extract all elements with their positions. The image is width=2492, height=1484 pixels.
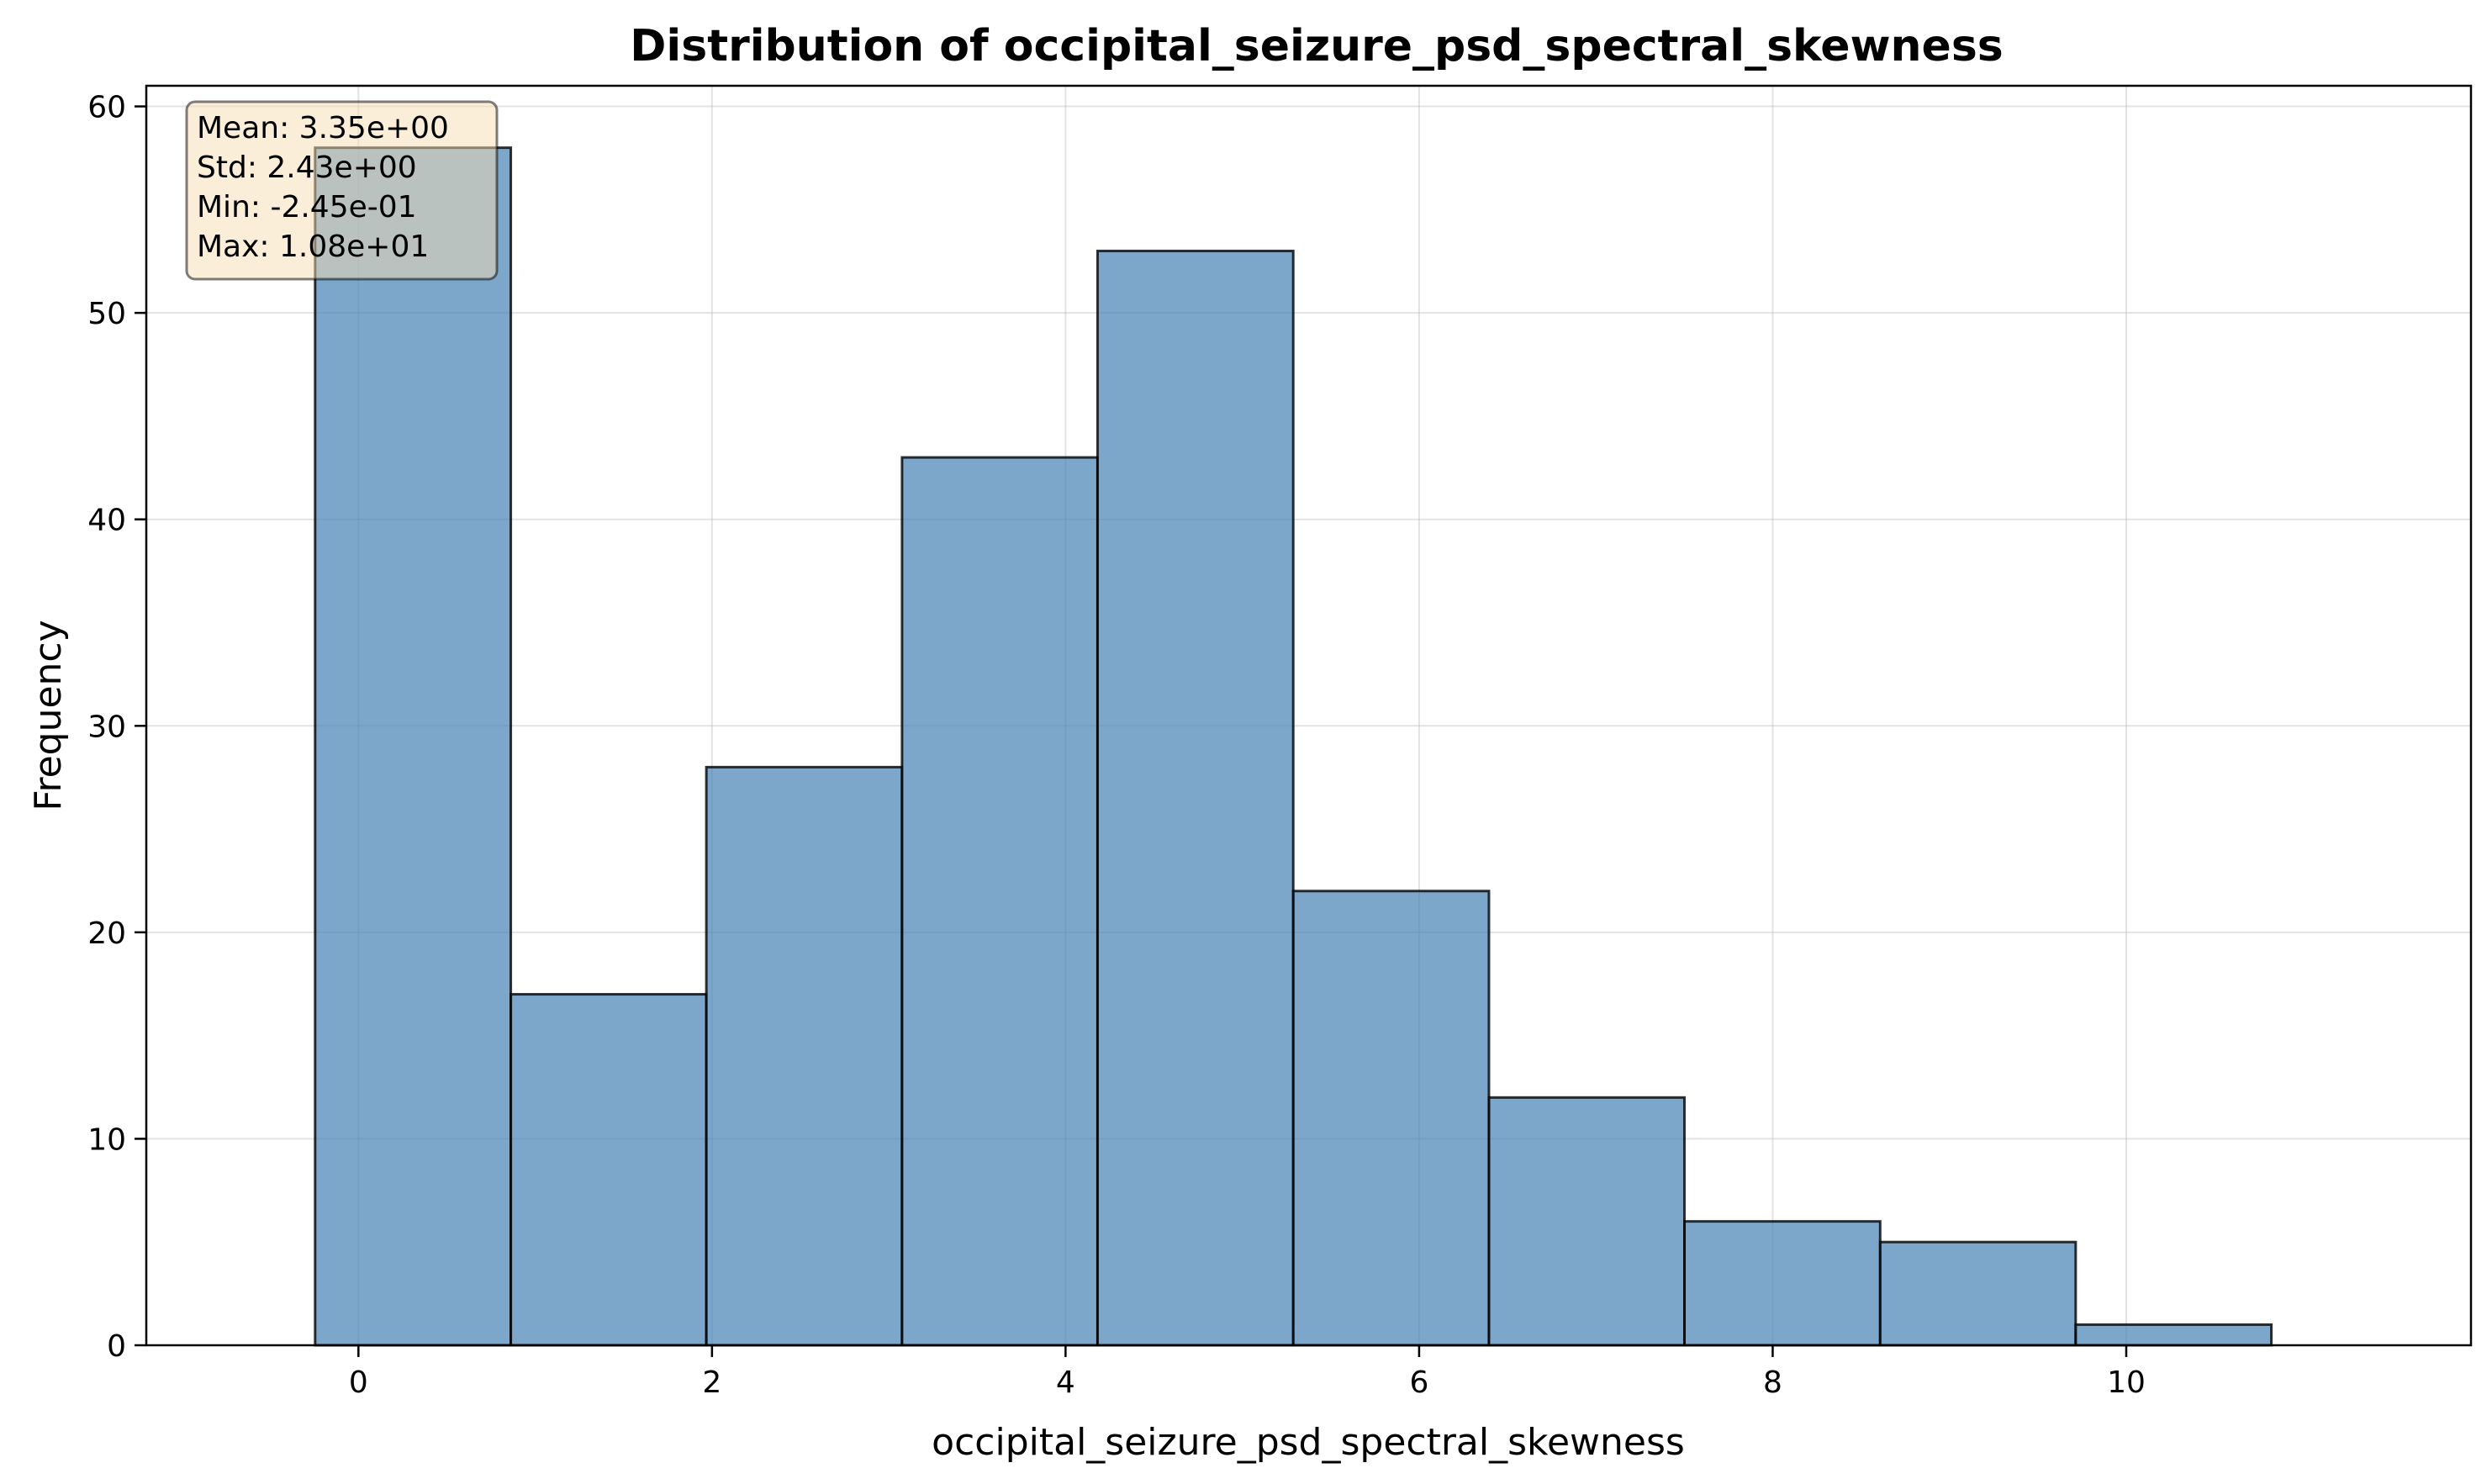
x-axis-ticks: 0 2 4 6 8 10 <box>349 1345 2146 1400</box>
y-tick-label: 60 <box>87 91 126 125</box>
stats-box-background <box>185 100 499 281</box>
x-tick-label: 0 <box>349 1365 368 1400</box>
histogram-bar <box>1291 890 1491 1347</box>
histogram-bar <box>900 456 1099 1347</box>
histogram-bar <box>1487 1096 1687 1347</box>
x-axis-label: occipital_seizure_psd_spectral_skewness <box>932 1421 1685 1464</box>
histogram-bars <box>314 146 2273 1347</box>
y-tick-label: 20 <box>87 916 126 951</box>
x-tick-label: 10 <box>2107 1365 2146 1400</box>
histogram-bar <box>1096 249 1295 1347</box>
y-tick-label: 40 <box>87 504 126 538</box>
y-tick-label: 10 <box>87 1122 126 1157</box>
histogram-bar <box>2074 1323 2273 1347</box>
histogram-bar <box>1878 1240 2078 1347</box>
y-tick-label: 50 <box>87 297 126 331</box>
x-tick-label: 6 <box>1409 1365 1428 1400</box>
histogram-bar <box>314 146 513 1347</box>
x-tick-label: 8 <box>1763 1365 1782 1400</box>
histogram-bar <box>509 993 708 1347</box>
stats-mean: Mean: 3.35e+00 <box>197 111 449 145</box>
y-axis-label: Frequency <box>27 620 70 811</box>
y-tick-label: 0 <box>107 1329 126 1364</box>
histogram-bar <box>1683 1220 1882 1347</box>
x-tick-label: 2 <box>702 1365 721 1400</box>
chart-title: Distribution of occipital_seizure_psd_sp… <box>630 21 2003 71</box>
y-tick-label: 30 <box>87 710 126 744</box>
x-tick-label: 4 <box>1056 1365 1075 1400</box>
stats-std: Std: 2.43e+00 <box>197 151 417 185</box>
histogram-bar <box>705 765 904 1347</box>
stats-min: Min: -2.45e-01 <box>197 190 417 224</box>
stats-box: Mean: 3.35e+00 Std: 2.43e+00 Min: -2.45e… <box>185 100 499 281</box>
stats-max: Max: 1.08e+01 <box>197 230 429 264</box>
y-axis-ticks: 0 10 20 30 40 50 60 <box>87 91 146 1364</box>
plot-area-frame <box>145 84 2473 1347</box>
